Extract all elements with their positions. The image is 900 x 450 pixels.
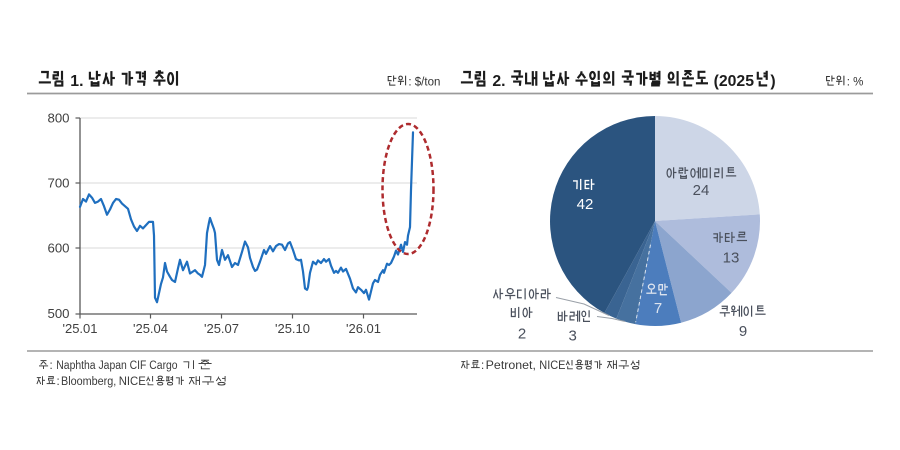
svg-text:9: 9	[739, 323, 747, 340]
svg-text:Naphtha Japan CIF Cargo: Naphtha Japan CIF Cargo	[56, 360, 177, 372]
svg-text:2: 2	[518, 325, 526, 342]
svg-text:2.: 2.	[492, 73, 505, 90]
svg-text:: %: : %	[847, 77, 864, 89]
svg-text:24: 24	[693, 182, 710, 199]
svg-text:'26.01: '26.01	[346, 321, 381, 336]
svg-text:Petronet,: Petronet,	[486, 360, 536, 372]
svg-text:'25.10: '25.10	[275, 321, 310, 336]
svg-text:600: 600	[47, 240, 69, 255]
svg-text:3: 3	[569, 327, 577, 344]
svg-text:'25.01: '25.01	[62, 321, 97, 336]
svg-text:'25.04: '25.04	[133, 321, 168, 336]
svg-text:800: 800	[47, 110, 69, 125]
svg-text:700: 700	[47, 175, 69, 190]
svg-text::: :	[50, 360, 53, 372]
svg-text:13: 13	[723, 250, 740, 267]
svg-text:): )	[770, 73, 775, 90]
svg-text:Bloomberg,: Bloomberg,	[61, 376, 116, 388]
svg-text:(2025: (2025	[714, 73, 755, 90]
svg-text:NICE: NICE	[119, 376, 146, 388]
svg-text:500: 500	[47, 306, 69, 321]
svg-text:7: 7	[654, 300, 662, 317]
svg-text:: $/ton: : $/ton	[408, 77, 440, 89]
svg-text:'25.07: '25.07	[204, 321, 239, 336]
svg-text:42: 42	[577, 196, 594, 213]
svg-text::: :	[481, 360, 484, 372]
svg-text::: :	[57, 376, 60, 388]
svg-text:NICE: NICE	[539, 360, 566, 372]
svg-text:1.: 1.	[70, 73, 83, 90]
